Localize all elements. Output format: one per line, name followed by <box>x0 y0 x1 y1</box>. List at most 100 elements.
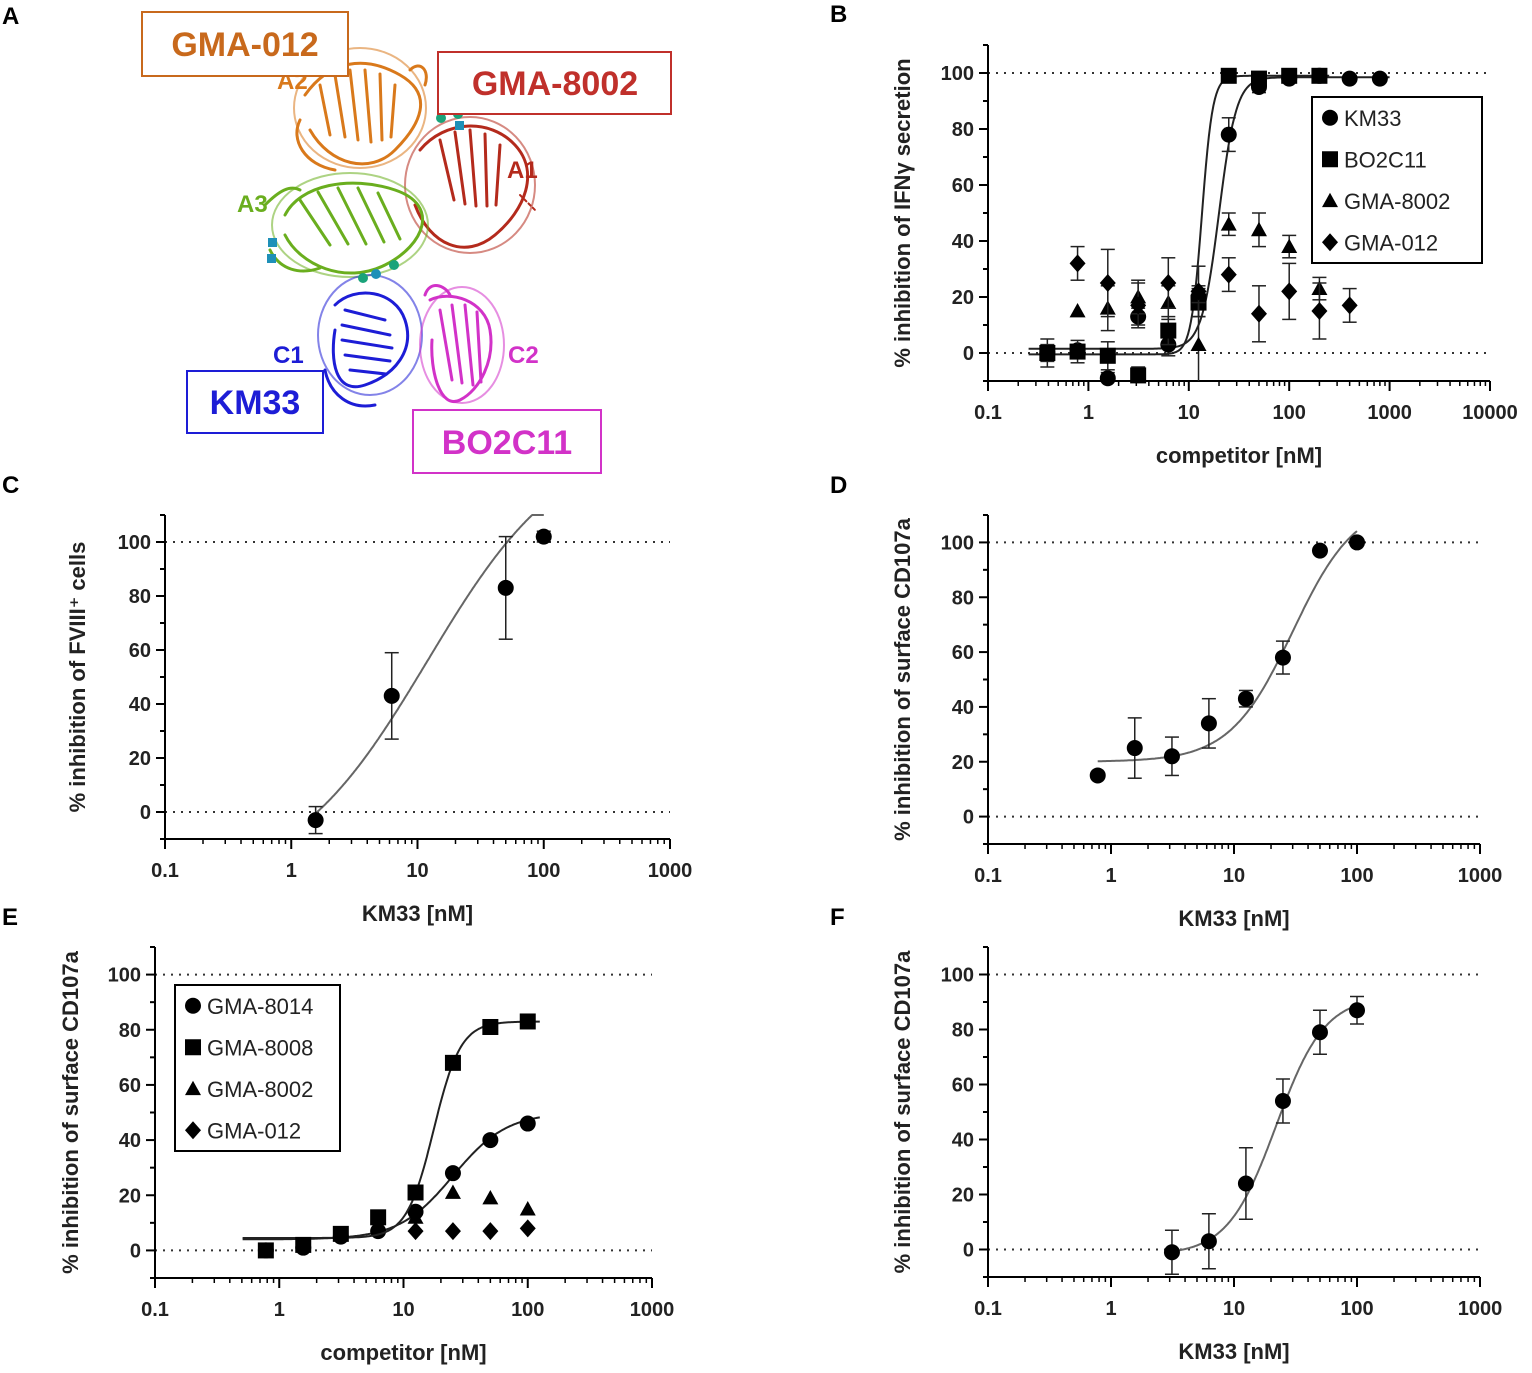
data-point-gma-8002 <box>1281 239 1297 253</box>
series-km33 <box>1164 997 1365 1275</box>
fit-curve-km33 <box>316 515 544 813</box>
legend: GMA-8014 GMA-8008 GMA-8002 GMA-012 <box>175 985 340 1151</box>
y-tick-label: 20 <box>952 1185 974 1207</box>
y-axis-title: % inhibition of surface CD107a <box>890 517 915 840</box>
data-point-bo2c11 <box>1251 71 1267 87</box>
y-tick-label: 60 <box>952 175 974 197</box>
data-point-gma-8002 <box>445 1184 461 1198</box>
legend-marker-km33 <box>1322 110 1338 126</box>
fit-curve-km33 <box>1098 531 1357 761</box>
x-tick-label: 100 <box>1340 865 1373 887</box>
legend-label-gma-8002: GMA-8002 <box>207 1077 313 1102</box>
chart-panel-b: B 0 20 40 60 80 100 0.1 1 10 100 1000 10000 competito… <box>830 1 1518 468</box>
x-tick-label: 0.1 <box>974 1298 1002 1320</box>
y-tick-label: 100 <box>118 532 151 554</box>
data-point-gma-8008 <box>333 1226 349 1242</box>
domain-c1-ribbon <box>318 275 422 406</box>
antibody-label-gma-8002: GMA-8002 <box>438 52 671 114</box>
data-point-gma-012 <box>1342 296 1358 314</box>
y-tick-label: 80 <box>952 587 974 609</box>
y-tick-label: 80 <box>129 586 151 608</box>
x-tick-label: 100 <box>511 1299 544 1321</box>
data-point-gma-8014 <box>482 1132 498 1148</box>
data-point-km33 <box>1127 740 1143 756</box>
legend: KM33BO2C11GMA-8002GMA-012 <box>1312 97 1482 263</box>
x-axis-title: competitor [nM] <box>1156 443 1322 468</box>
y-tick-label: 40 <box>952 231 974 253</box>
y-tick-label: 80 <box>952 1020 974 1042</box>
data-point-gma-8002 <box>1221 216 1237 230</box>
chart-panel-c: C0204060801000.1 1 10 100 1000KM33 [nM]% inh… <box>2 472 692 926</box>
x-axis-title: competitor [nM] <box>320 1340 486 1365</box>
domain-a3-ribbon <box>265 173 428 277</box>
legend-marker-gma-8008 <box>185 1039 201 1055</box>
y-axis-title: % inhibition of surface CD107a <box>890 950 915 1273</box>
domain-label-c2: C2 <box>508 342 539 369</box>
y-tick-label: 60 <box>952 1075 974 1097</box>
panel-letter-a: A <box>2 3 19 30</box>
antibody-label-gma-012: GMA-012 <box>142 12 348 76</box>
y-tick-label: 100 <box>108 965 141 987</box>
svg-text:GMA-8002: GMA-8002 <box>472 65 638 103</box>
data-point-gma-8008 <box>408 1184 424 1200</box>
panel-letter-d: D <box>830 472 847 499</box>
y-tick-label: 20 <box>129 748 151 770</box>
data-point-gma-012 <box>1311 302 1327 320</box>
data-point-gma-8014 <box>445 1165 461 1181</box>
data-point-km33 <box>1372 71 1388 87</box>
data-point-bo2c11 <box>1311 68 1327 84</box>
y-tick-label: 80 <box>119 1020 141 1042</box>
data-point-gma-012 <box>1070 254 1086 272</box>
data-point-km33 <box>1238 1176 1254 1192</box>
x-axis-title: KM33 [nM] <box>362 901 473 926</box>
domain-label-a3: A3 <box>237 191 268 218</box>
data-point-bo2c11 <box>1160 323 1176 339</box>
x-tick-label: 0.1 <box>141 1299 169 1321</box>
panel-letter-e: E <box>2 904 18 931</box>
data-point-km33 <box>1100 370 1116 386</box>
data-point-gma-8002 <box>482 1190 498 1204</box>
x-tick-label: 0.1 <box>974 402 1002 424</box>
y-tick-label: 40 <box>952 697 974 719</box>
y-tick-label: 0 <box>963 1240 974 1262</box>
data-point-km33 <box>308 812 324 828</box>
domain-a1-ribbon <box>405 117 535 253</box>
data-point-km33 <box>1275 650 1291 666</box>
x-axis-title: KM33 [nM] <box>1178 1339 1289 1364</box>
data-point-bo2c11 <box>1281 68 1297 84</box>
panel-letter-f: F <box>830 904 845 931</box>
y-axis-title: % inhibition of IFNγ secretion <box>890 58 915 367</box>
x-tick-label: 10 <box>1223 1298 1245 1320</box>
data-point-km33 <box>1164 748 1180 764</box>
y-tick-label: 40 <box>119 1130 141 1152</box>
data-point-gma-8008 <box>520 1013 536 1029</box>
fit-curve-km33 <box>1172 1005 1357 1251</box>
data-point-gma-012 <box>1221 266 1237 284</box>
svg-text:KM33: KM33 <box>210 384 301 422</box>
data-point-km33 <box>1164 1244 1180 1260</box>
data-point-gma-8008 <box>295 1237 311 1253</box>
y-tick-label: 20 <box>952 287 974 309</box>
x-tick-label: 10 <box>1223 865 1245 887</box>
data-point-km33 <box>498 580 514 596</box>
panel-a: A <box>2 3 671 473</box>
series-gma-012 <box>408 1219 536 1240</box>
data-point-km33 <box>1090 767 1106 783</box>
data-point-gma-012 <box>520 1219 536 1237</box>
y-tick-label: 0 <box>140 802 151 824</box>
antibody-label-bo2c11: BO2C11 <box>413 410 601 473</box>
legend-label-gma-8008: GMA-8008 <box>207 1035 313 1060</box>
data-point-gma-012 <box>1281 282 1297 300</box>
x-tick-label: 10000 <box>1462 402 1518 424</box>
legend-label-km33: KM33 <box>1344 106 1401 131</box>
y-tick-label: 100 <box>941 63 974 85</box>
y-tick-label: 60 <box>119 1075 141 1097</box>
x-tick-label: 1 <box>274 1299 285 1321</box>
y-tick-label: 0 <box>963 807 974 829</box>
y-tick-label: 60 <box>952 642 974 664</box>
data-point-gma-012 <box>445 1222 461 1240</box>
series-bo2c11 <box>1029 68 1330 384</box>
domain-label-c1: C1 <box>273 342 304 369</box>
x-tick-label: 10 <box>406 860 428 882</box>
y-tick-label: 0 <box>963 343 974 365</box>
